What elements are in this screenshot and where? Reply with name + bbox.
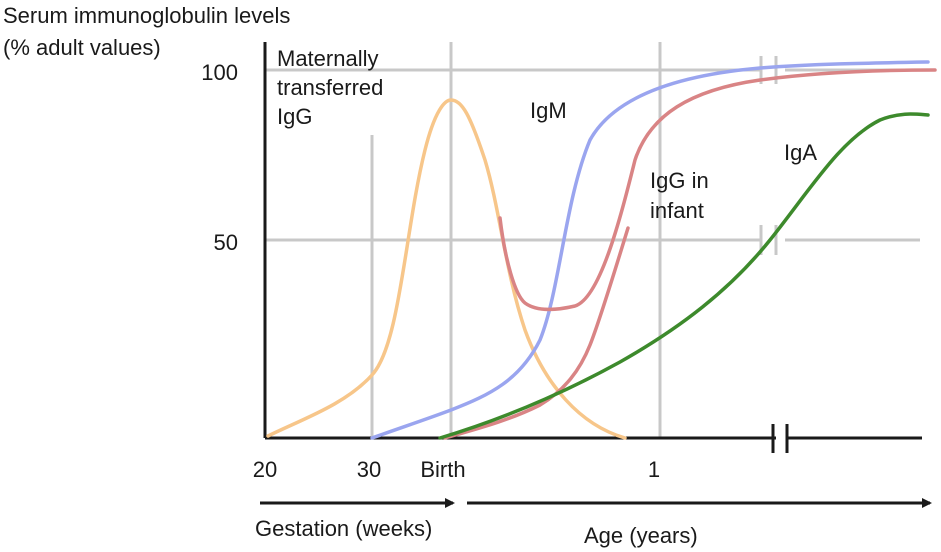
x-tick-birth: Birth [420,457,465,482]
axes [263,42,922,453]
x-tick-30: 30 [357,457,381,482]
label-maternal-igg-line2: transferred [277,75,383,100]
y-tick-100: 100 [201,60,238,85]
series-iga-line [438,112,930,440]
gridlines [265,42,935,438]
series-maternal-igg-line [266,98,627,440]
y-axis-title-line1: Serum immunoglobulin levels [3,3,290,28]
label-maternal-igg-line3: IgG [277,104,312,129]
gestation-label: Gestation (weeks) [255,516,432,541]
label-igg-infant-line2: infant [650,198,704,223]
x-tick-20: 20 [253,457,277,482]
series-igm-line [370,60,930,440]
y-axis-title-line2: (% adult values) [3,35,161,60]
label-igm: IgM [530,98,567,123]
series-curves [266,60,937,440]
label-maternal-igg-line1: Maternally [277,46,378,71]
x-tick-1: 1 [648,457,660,482]
age-label: Age (years) [584,523,698,548]
y-tick-50: 50 [214,230,238,255]
label-igg-infant-line1: IgG in [650,168,709,193]
series-igg-infant-line [498,68,937,312]
series-igg-infant-lower-line [443,226,630,440]
label-iga: IgA [784,140,817,165]
